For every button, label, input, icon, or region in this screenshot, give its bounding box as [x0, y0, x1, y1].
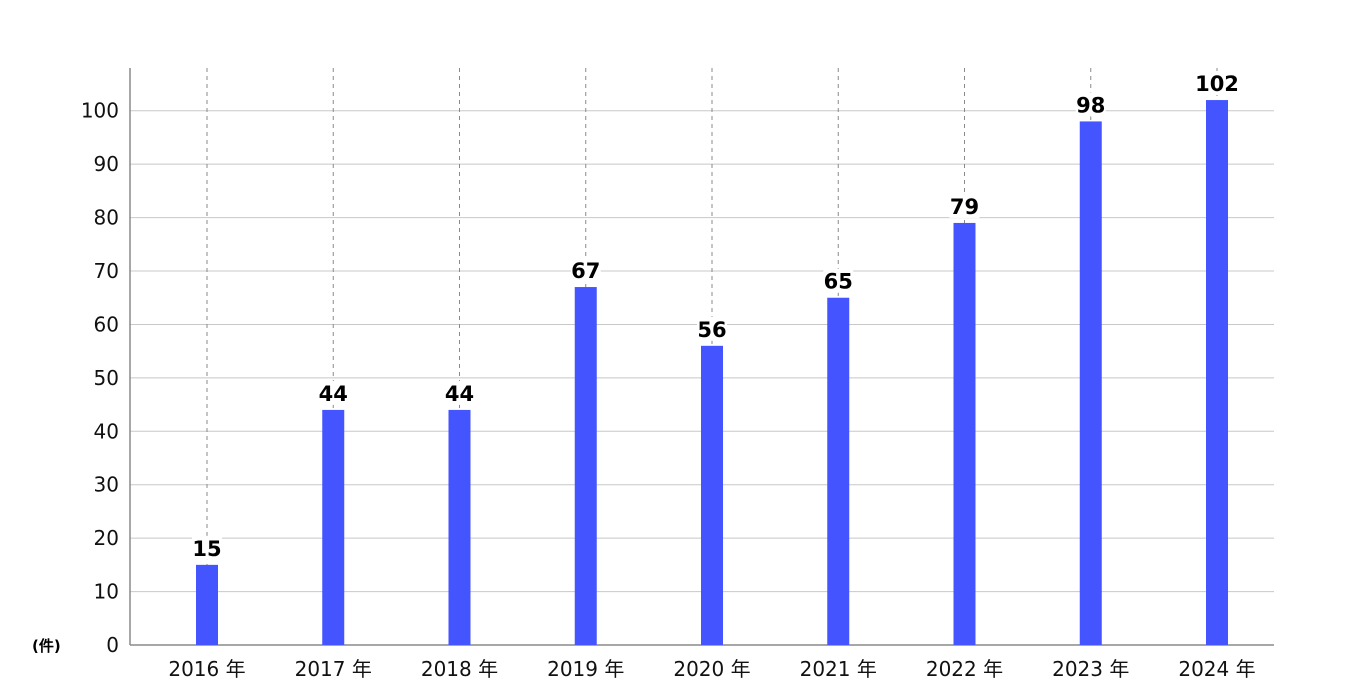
- bar: [448, 409, 471, 645]
- y-tick-label: 60: [94, 312, 119, 336]
- data-label-backing: [823, 268, 854, 293]
- unit-label: (件): [32, 637, 61, 655]
- data-label-backing: [949, 193, 980, 218]
- bar: [701, 345, 723, 645]
- x-tick-label: 2018 年: [421, 657, 498, 681]
- data-label: 44: [445, 382, 474, 406]
- data-label-backing: [1195, 71, 1239, 96]
- data-label: 44: [319, 382, 348, 406]
- x-tick-label: 2022 年: [926, 657, 1003, 681]
- bar: [1079, 121, 1102, 646]
- y-tick-label: 30: [94, 473, 119, 497]
- x-tick-label: 2024 年: [1178, 657, 1255, 681]
- x-tick-label: 2021 年: [800, 657, 877, 681]
- data-label: 15: [192, 537, 221, 561]
- y-tick-label: 80: [94, 206, 119, 230]
- x-tick-labels: 2016 年 2017 年 2018 年 2019 年 2020 年 2021 年 2022…: [168, 657, 1255, 681]
- data-label: 102: [1195, 72, 1239, 96]
- data-label-backing: [444, 380, 475, 405]
- data-label: 79: [950, 195, 979, 219]
- x-tick-label: 2023 年: [1052, 657, 1129, 681]
- data-label: 56: [697, 318, 726, 342]
- y-tick-label: 10: [94, 580, 119, 604]
- y-tick-label: 40: [94, 419, 119, 443]
- y-tick-label: 100: [81, 99, 119, 123]
- bar: [196, 564, 218, 645]
- data-label-backing: [318, 380, 349, 405]
- x-tick-label: 2017 年: [295, 657, 372, 681]
- data-label-backing: [1075, 92, 1106, 117]
- y-tick-label: 90: [94, 152, 119, 176]
- data-labels: 15 44 44 67 56 65 79 98 102: [192, 71, 1239, 561]
- data-label: 98: [1076, 93, 1105, 117]
- bar: [953, 222, 976, 645]
- bar: [574, 287, 597, 645]
- y-tick-labels: 0 10 20 30 40 50 60 70 80 90 100: [81, 99, 119, 657]
- x-tick-label: 2019 年: [547, 657, 624, 681]
- y-tick-label: 70: [94, 259, 119, 283]
- y-tick-label: 20: [94, 526, 119, 550]
- bar: [322, 409, 345, 645]
- data-label-backing: [570, 258, 601, 283]
- bar: [1206, 100, 1228, 646]
- data-label-backing: [192, 535, 222, 560]
- data-label: 67: [571, 259, 600, 283]
- data-label: 65: [824, 270, 853, 294]
- x-tick-label: 2016 年: [168, 657, 245, 681]
- bar: [827, 297, 850, 645]
- data-label-backing: [697, 316, 727, 341]
- bars: [196, 100, 1228, 646]
- x-tick-label: 2020 年: [673, 657, 750, 681]
- y-tick-label: 0: [106, 633, 119, 657]
- y-tick-label: 50: [94, 366, 119, 390]
